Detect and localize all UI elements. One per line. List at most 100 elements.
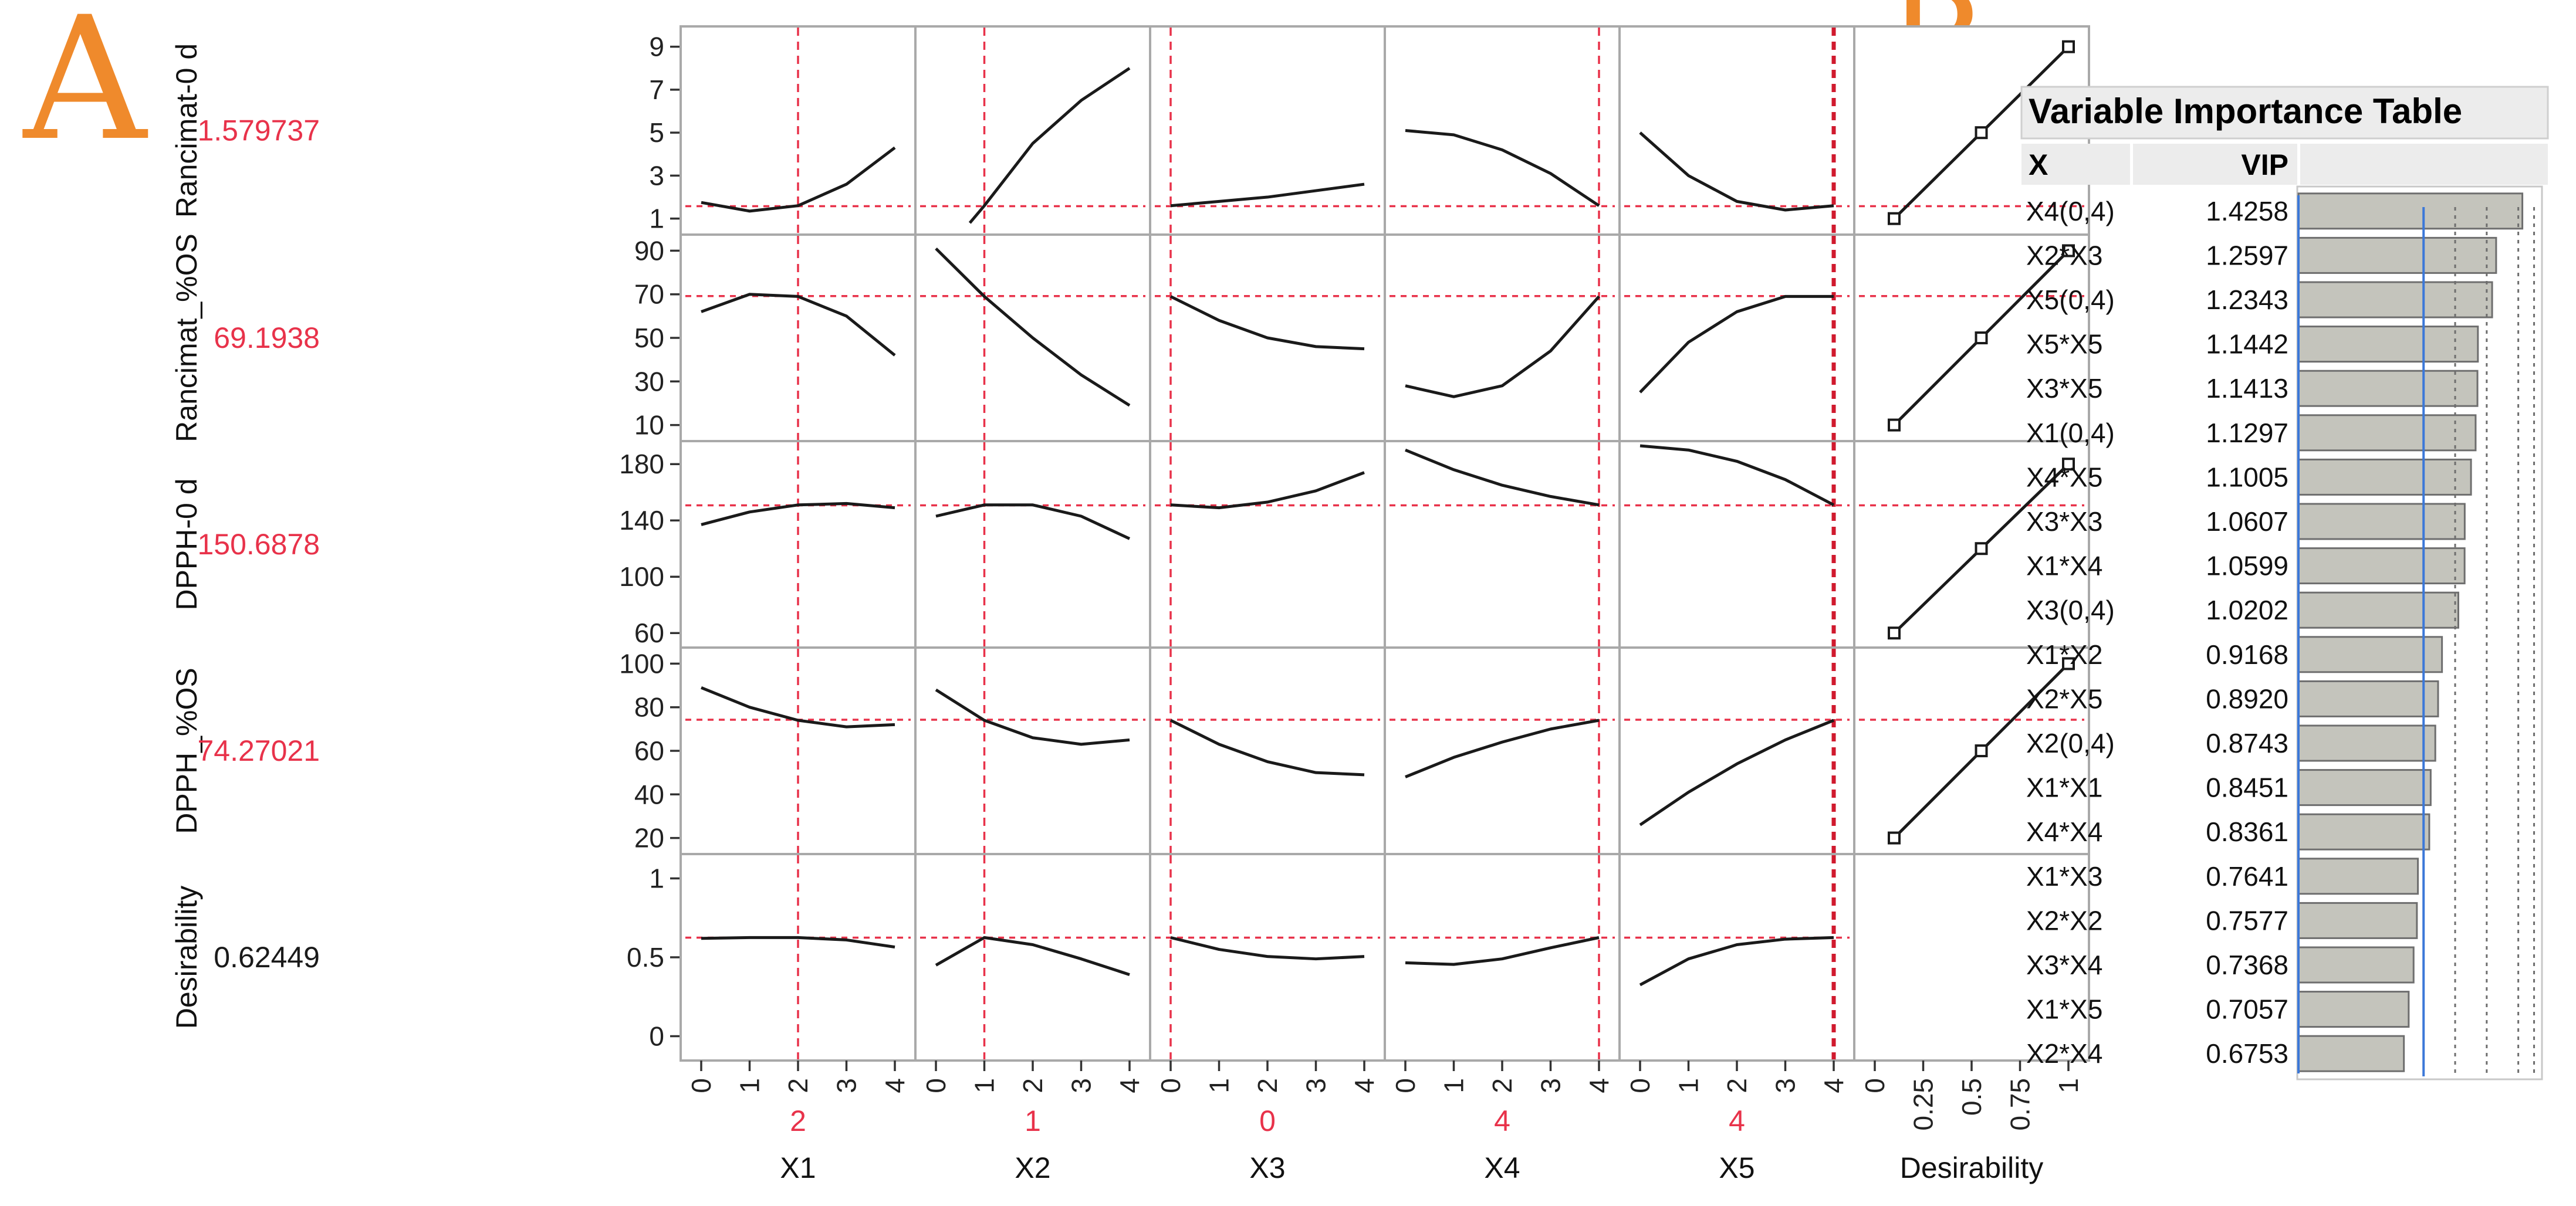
vip-value: 1.1413 — [2206, 373, 2288, 404]
x-tick-label: 3 — [1066, 1078, 1097, 1093]
x-tick-label: 3 — [831, 1078, 862, 1093]
desirability-point — [1975, 744, 1988, 757]
response-current-value: 74.27021 — [197, 734, 320, 767]
cell-frame — [1618, 440, 1855, 649]
response-name: Desirability — [170, 886, 203, 1029]
vip-term-label: X1*X3 — [2026, 861, 2102, 892]
x-tick-label: 2 — [1487, 1078, 1517, 1093]
y-tick-label: 3 — [649, 160, 664, 191]
profile-curve-X5 — [1639, 294, 1834, 394]
profiler-cell — [680, 25, 917, 236]
vip-value: 1.2343 — [2206, 284, 2288, 315]
response-current-value: 150.6878 — [197, 528, 320, 561]
x-tick-label: 0 — [921, 1078, 951, 1093]
profile-curve-X2 — [935, 503, 1131, 540]
factor-current-value: 4 — [1729, 1105, 1745, 1137]
cell-frame — [1384, 25, 1621, 236]
y-tick-label: 80 — [634, 692, 664, 723]
vip-value: 0.6753 — [2206, 1038, 2288, 1069]
vip-value: 1.1442 — [2206, 329, 2288, 360]
vip-term-label: X2*X2 — [2026, 905, 2102, 936]
vip-bar — [2297, 370, 2479, 407]
vip-bar — [2297, 458, 2472, 496]
vip-value: 1.1297 — [2206, 418, 2288, 448]
vip-bar — [2297, 503, 2466, 540]
cell-frame — [914, 440, 1151, 649]
vip-bar — [2297, 236, 2497, 274]
vip-bar — [2297, 281, 2493, 319]
y-tick-label: 90 — [634, 235, 664, 266]
panel-label-a: A — [21, 0, 148, 178]
x-tick-label: 0 — [1390, 1078, 1421, 1093]
vip-bar — [2297, 724, 2436, 762]
vip-bar — [2297, 858, 2419, 895]
y-tick-label: 100 — [619, 648, 664, 679]
profiler-cell — [1618, 646, 1855, 855]
x-tick-label: 4 — [880, 1078, 910, 1093]
profile-curve-X3 — [1170, 471, 1365, 510]
vip-value: 0.8361 — [2206, 817, 2288, 847]
desirability-point — [1888, 831, 1901, 845]
profile-curve-X5 — [1639, 936, 1834, 987]
vip-value: 0.7641 — [2206, 861, 2288, 892]
profile-curve-X2 — [935, 247, 1131, 407]
profiler-cell — [1149, 853, 1386, 1062]
profiler-cell — [914, 233, 1151, 442]
profiler-cell — [680, 646, 917, 855]
vip-term-label: X2*X3 — [2026, 240, 2102, 270]
vip-bar — [2297, 1035, 2405, 1072]
x-tick-label: 4 — [1349, 1078, 1380, 1093]
vip-bar — [2297, 902, 2418, 939]
profiler-cell — [680, 853, 917, 1062]
vip-value: 1.2597 — [2206, 240, 2288, 270]
response-row-0: Rancimat-0 d1.579737 1 3 5 7 9 — [170, 25, 2090, 236]
x-tick-label: 2 — [783, 1078, 813, 1093]
vip-title: Variable Importance Table — [2029, 92, 2462, 131]
vip-value: 0.7577 — [2206, 905, 2288, 936]
response-row-1: Rancimat_%OS 69.1938 10 30 50 70 90 — [170, 233, 2090, 442]
profiler-cell — [1853, 440, 2090, 649]
profiler-cell — [1149, 233, 1386, 442]
desirability-axis-name: Desirability — [1900, 1151, 2044, 1184]
profiler-cell — [914, 853, 1151, 1062]
y-tick-label: 50 — [634, 323, 664, 353]
profile-curve-X3 — [1169, 719, 1365, 777]
factor-current-value: 2 — [790, 1105, 806, 1137]
x-tick-label: 4 — [1818, 1078, 1849, 1093]
profile-curve-X1 — [701, 686, 895, 729]
vip-term-label: X4(0,4) — [2026, 196, 2115, 226]
x-tick-label: 2 — [1722, 1078, 1752, 1093]
profiler-cell — [1384, 853, 1621, 1062]
vip-bar — [2297, 192, 2524, 230]
vip-term-label: X1*X1 — [2026, 773, 2102, 803]
response-name: DPPH-0 d — [170, 478, 203, 610]
profile-curve-X1 — [701, 293, 896, 357]
factor-name: X2 — [1015, 1151, 1050, 1184]
vip-bar — [2297, 414, 2477, 452]
vip-term-label: X4*X5 — [2026, 462, 2102, 492]
profile-curve-X1 — [701, 146, 896, 213]
profiler-cell — [1853, 853, 2090, 1062]
cell-frame — [914, 25, 1151, 236]
y-tick-label: 140 — [619, 505, 664, 536]
factor-name: X3 — [1249, 1151, 1285, 1184]
y-tick-label: 1 — [649, 204, 664, 234]
y-tick-label: 70 — [634, 279, 664, 310]
profiler-cell — [1618, 853, 1855, 1062]
variable-importance-table: Variable Importance Table X VIP X4(0,4) 1.42… — [2020, 86, 2549, 1080]
vip-bar — [2297, 326, 2479, 363]
vip-term-label: X3*X5 — [2026, 373, 2102, 404]
y-tick-label: 60 — [634, 736, 664, 766]
profiler-cell — [1618, 233, 1855, 442]
x-tick-label: 1 — [735, 1078, 765, 1093]
cell-frame — [1853, 853, 2090, 1062]
y-tick-label: 20 — [634, 823, 664, 853]
vip-value: 0.8451 — [2206, 773, 2288, 803]
profile-curve-X1 — [701, 936, 895, 948]
vip-term-label: X2*X4 — [2026, 1038, 2102, 1069]
vip-term-label: X5*X5 — [2026, 329, 2102, 360]
x-tick-label: 1 — [1439, 1078, 1469, 1093]
profiler-cell — [1618, 25, 1855, 236]
x-tick-label: 4 — [1114, 1078, 1145, 1093]
